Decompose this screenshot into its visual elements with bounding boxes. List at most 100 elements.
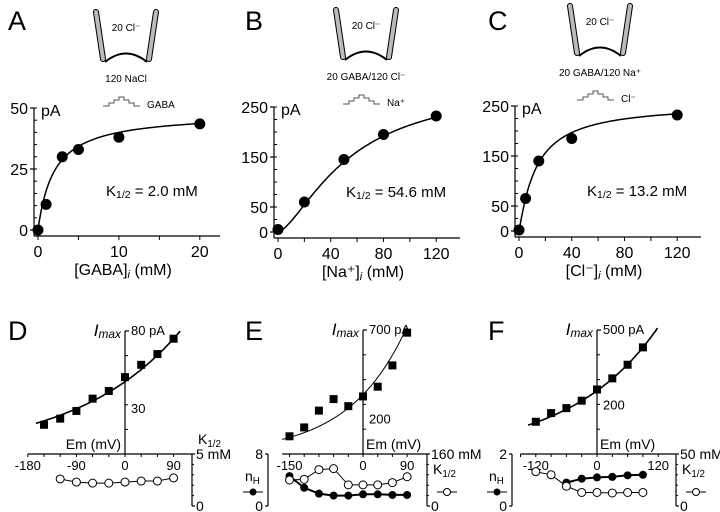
bath-solution-label: 20 GABA/120 Cl⁻ bbox=[327, 72, 406, 83]
imax-point-d bbox=[104, 386, 113, 395]
bath-solution-label: 20 GABA/120 Na⁺ bbox=[559, 68, 641, 79]
bath-solution-label: 120 NaCl bbox=[105, 74, 147, 85]
imax-point-e bbox=[344, 402, 353, 411]
x-tick-label-c: 80 bbox=[616, 245, 634, 262]
k-half-axis-label-e-part: K bbox=[433, 461, 443, 477]
pipette-left-wall-fill bbox=[334, 8, 345, 59]
imax-point-f bbox=[593, 385, 601, 394]
em-tick-label-f: 120 bbox=[647, 458, 669, 473]
pipette-diagram-c bbox=[567, 3, 633, 101]
k-half-annotation-c: K1/2 = 13.2 mM bbox=[587, 183, 687, 201]
k-half-annotation-a-part: = 2.0 mM bbox=[131, 183, 198, 200]
k-half-legend-marker-f bbox=[692, 488, 700, 496]
k-half-point-e bbox=[314, 465, 324, 475]
x-axis-label-b: [Na⁺]i (mM) bbox=[322, 264, 404, 283]
stimulus-staircase-icon bbox=[103, 96, 140, 107]
k-half-bottom-label-f: 0 bbox=[680, 498, 688, 512]
data-point-a bbox=[56, 151, 68, 163]
k-half-annotation-c-part: K bbox=[587, 183, 597, 200]
y-axis-label-c: pA bbox=[522, 101, 542, 118]
k-half-axis-label-f: K1/2 bbox=[682, 461, 705, 480]
stimulus-label: Na⁺ bbox=[387, 98, 405, 109]
nh-point-e bbox=[373, 490, 382, 499]
k-half-point-f bbox=[577, 487, 587, 497]
k-half-top-label-f: 50 mM bbox=[680, 446, 720, 462]
k-half-annotation-a-part: K bbox=[106, 183, 116, 200]
imax-fit-curve-e bbox=[281, 327, 407, 440]
k-half-point-e bbox=[387, 478, 397, 488]
em-tick-label-d: -90 bbox=[67, 458, 86, 473]
k-half-annotation-b-part: 1/2 bbox=[356, 190, 371, 202]
data-point-a bbox=[113, 131, 125, 143]
pipette-right-wall-fill bbox=[387, 8, 398, 59]
data-point-c bbox=[513, 224, 525, 236]
y-tick-label-b: 250 bbox=[241, 100, 268, 117]
imax-point-d bbox=[169, 334, 178, 343]
membrane-patch bbox=[104, 52, 148, 63]
nh-axis-label-f-part: n bbox=[489, 468, 497, 484]
imax-axis-label-d-part: I bbox=[94, 321, 99, 340]
k-half-point-d bbox=[152, 476, 162, 486]
x-tick-label-a: 20 bbox=[191, 244, 209, 261]
em-tick-label-e: -150 bbox=[276, 458, 302, 473]
k-half-axis-label-f-part: 1/2 bbox=[691, 469, 705, 480]
x-tick-label-b: 120 bbox=[423, 246, 450, 263]
em-axis-label-e: Em (mV) bbox=[366, 436, 421, 452]
k-half-point-e bbox=[373, 480, 383, 490]
em-axis-label-f: Em (mV) bbox=[600, 436, 655, 452]
k-half-annotation-b-part: = 54.6 mM bbox=[371, 184, 446, 201]
k-half-point-f bbox=[531, 467, 541, 477]
pipette-left-wall-fill bbox=[94, 10, 105, 61]
k-half-point-f bbox=[546, 470, 556, 480]
imax-point-f bbox=[623, 360, 632, 369]
k-half-point-d bbox=[71, 477, 81, 487]
imax-point-d bbox=[137, 360, 146, 369]
stimulus-label: Cl⁻ bbox=[621, 94, 636, 105]
data-point-b bbox=[272, 224, 284, 235]
em-tick-label-f: -120 bbox=[523, 458, 549, 473]
k-half-point-d bbox=[136, 476, 146, 486]
imax-point-f bbox=[577, 396, 586, 405]
y-tick-label-c: 0 bbox=[500, 224, 509, 241]
nh-point-e bbox=[388, 490, 397, 499]
x-axis-label-c-part: [Cl⁻] bbox=[566, 263, 598, 280]
em-tick-label-d: 90 bbox=[166, 458, 180, 473]
panel-label-f: F bbox=[488, 316, 505, 346]
x-axis-label-a-part: (mM) bbox=[130, 262, 172, 279]
imax-point-d bbox=[88, 394, 97, 403]
nh-point-e bbox=[359, 490, 367, 499]
k-half-annotation-c-part: = 13.2 mM bbox=[612, 183, 687, 200]
x-axis-label-c-part: (mM) bbox=[601, 263, 643, 280]
y-tick-label-b: 150 bbox=[241, 150, 268, 167]
imax-point-e bbox=[300, 423, 309, 432]
k-half-axis-label-f-part: K bbox=[682, 461, 692, 477]
k-half-axis-label-d-part: K bbox=[198, 431, 208, 447]
k-half-point-e bbox=[343, 480, 353, 490]
pipette-right-wall-fill bbox=[147, 10, 158, 61]
x-tick-label-c: 40 bbox=[563, 245, 581, 262]
imax-axis-label-d: Imax bbox=[94, 321, 122, 341]
k-half-point-f bbox=[592, 487, 602, 497]
x-tick-label-b: 40 bbox=[322, 246, 340, 263]
nh-bottom-label-e: 0 bbox=[255, 498, 263, 512]
k-half-point-f bbox=[607, 488, 617, 498]
nh-point-e bbox=[329, 491, 338, 500]
k-half-annotation-a-part: 1/2 bbox=[116, 189, 131, 201]
pipette-diagram-b bbox=[333, 7, 399, 105]
imax-point-e bbox=[285, 432, 294, 441]
imax-mid-label-f: 200 bbox=[603, 397, 625, 412]
data-point-c bbox=[566, 133, 578, 144]
y-tick-label-a: 50 bbox=[10, 101, 28, 118]
k-half-point-e bbox=[358, 480, 368, 490]
k-half-point-e bbox=[402, 472, 412, 482]
imax-axis-label-f-part: I bbox=[566, 320, 571, 339]
x-tick-label-b: 0 bbox=[274, 246, 283, 263]
em-tick-label-e: 90 bbox=[400, 458, 414, 473]
k-half-legend-marker-e bbox=[443, 488, 451, 496]
k-half-bottom-label-d: 0 bbox=[196, 498, 204, 512]
em-axis-label-d: Em (mV) bbox=[66, 436, 121, 452]
k-half-bottom-label-e: 0 bbox=[431, 498, 439, 512]
nh-point-f bbox=[593, 473, 601, 482]
k-half-point-e bbox=[329, 464, 339, 474]
